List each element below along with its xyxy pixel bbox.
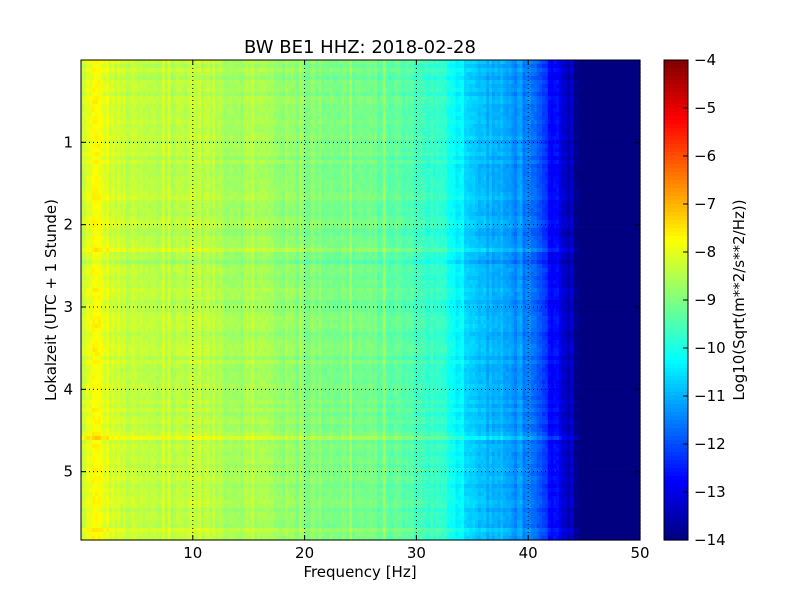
spectrogram-heatmap bbox=[81, 60, 641, 541]
chart-title: BW BE1 HHZ: 2018-02-28 bbox=[244, 37, 476, 58]
